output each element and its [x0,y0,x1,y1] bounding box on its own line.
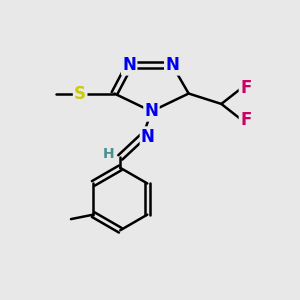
Text: N: N [145,102,158,120]
Text: F: F [240,111,251,129]
Text: F: F [240,79,251,97]
Text: N: N [122,56,136,74]
Text: S: S [74,85,86,103]
Text: H: H [103,148,115,161]
Text: N: N [165,56,179,74]
Text: N: N [141,128,155,146]
